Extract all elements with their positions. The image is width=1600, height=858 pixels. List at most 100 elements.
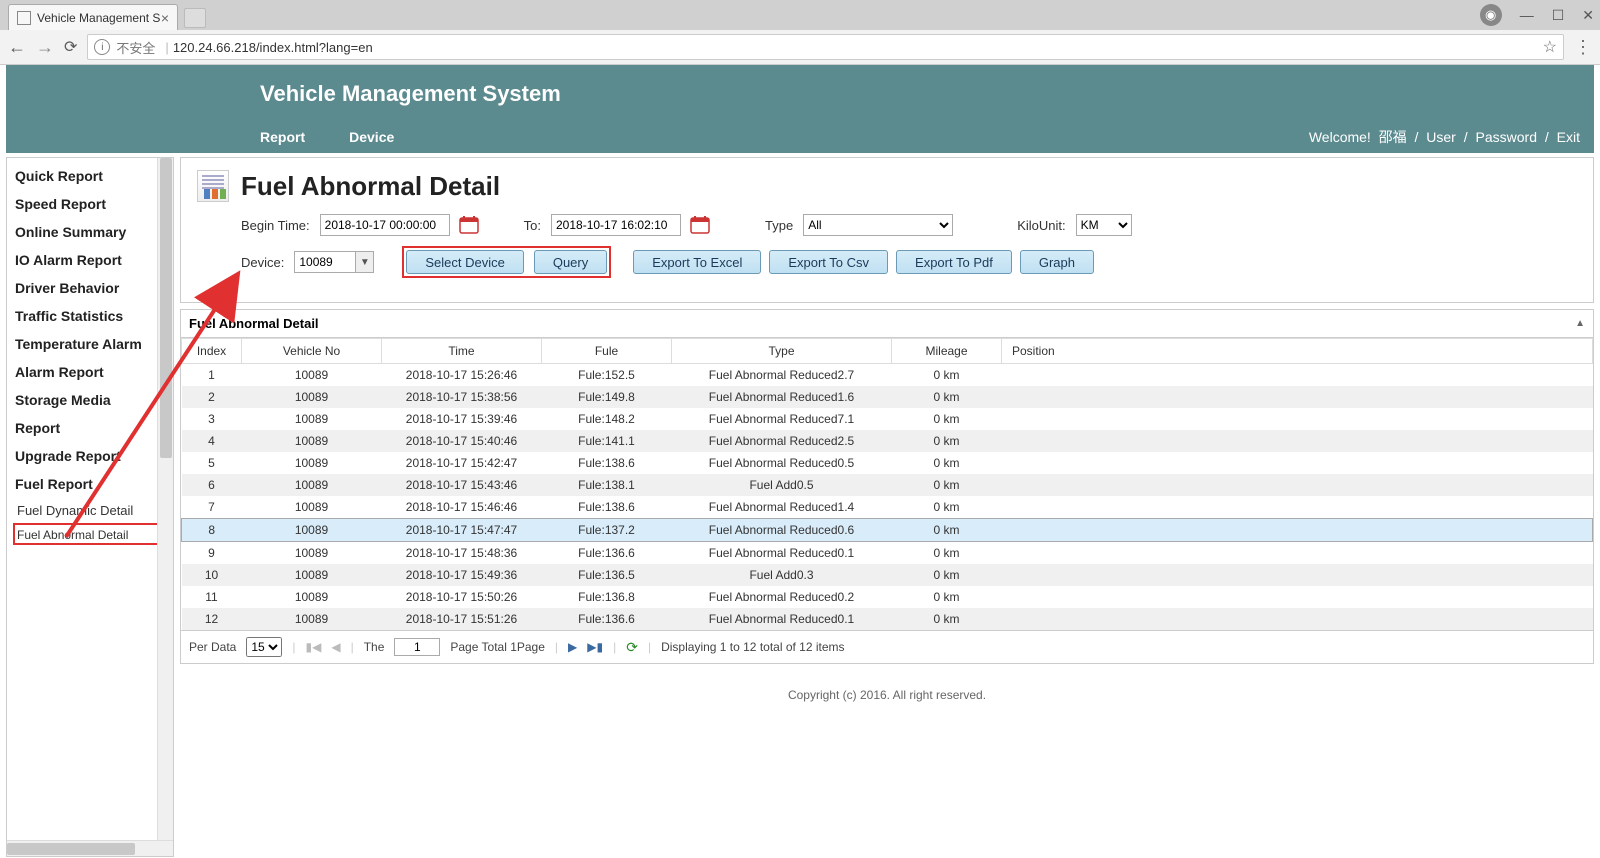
- sidebar-item-driver-behavior[interactable]: Driver Behavior: [13, 274, 173, 302]
- export-pdf-button[interactable]: Export To Pdf: [896, 250, 1012, 274]
- info-icon[interactable]: i: [94, 39, 110, 55]
- close-icon[interactable]: ×: [161, 10, 169, 26]
- next-page-icon[interactable]: ▶: [568, 640, 577, 654]
- table-row[interactable]: 7100892018-10-17 15:46:46Fule:138.6Fuel …: [182, 496, 1593, 519]
- sidebar-item-temperature-alarm[interactable]: Temperature Alarm: [13, 330, 173, 358]
- sidebar-item-traffic-statistics[interactable]: Traffic Statistics: [13, 302, 173, 330]
- table-row[interactable]: 9100892018-10-17 15:48:36Fule:136.6Fuel …: [182, 542, 1593, 565]
- query-button[interactable]: Query: [534, 250, 607, 274]
- sidebar-item-online-summary[interactable]: Online Summary: [13, 218, 173, 246]
- sidebar-sub-fuel-abnormal[interactable]: Fuel Abnormal Detail: [13, 523, 173, 545]
- sidebar-item-alarm-report[interactable]: Alarm Report: [13, 358, 173, 386]
- browser-tab[interactable]: Vehicle Management S ×: [8, 4, 178, 30]
- col-fule[interactable]: Fule: [542, 339, 672, 364]
- bookmark-icon[interactable]: ☆: [1543, 37, 1557, 57]
- menu-icon[interactable]: ⋮: [1574, 37, 1592, 58]
- col-mileage[interactable]: Mileage: [892, 339, 1002, 364]
- collapse-icon[interactable]: ▲: [1575, 318, 1585, 329]
- sidebar-item-park-report[interactable]: Park Report: [13, 545, 173, 557]
- page-input[interactable]: [394, 638, 440, 656]
- table-row[interactable]: 11100892018-10-17 15:50:26Fule:136.8Fuel…: [182, 586, 1593, 608]
- sidebar-item-report[interactable]: Report: [13, 414, 173, 442]
- refresh-icon[interactable]: ⟳: [626, 639, 638, 656]
- profile-icon[interactable]: ◉: [1480, 4, 1502, 26]
- table-row[interactable]: 2100892018-10-17 15:38:56Fule:149.8Fuel …: [182, 386, 1593, 408]
- reload-icon[interactable]: ⟳: [64, 37, 77, 57]
- calendar-icon[interactable]: [458, 214, 480, 236]
- minimize-icon[interactable]: —: [1520, 7, 1534, 23]
- sidebar-item-quick-report[interactable]: Quick Report: [13, 162, 173, 190]
- first-page-icon[interactable]: ▮◀: [305, 640, 321, 654]
- col-index[interactable]: Index: [182, 339, 242, 364]
- export-excel-button[interactable]: Export To Excel: [633, 250, 761, 274]
- sidebar-sub-fuel-dynamic[interactable]: Fuel Dynamic Detail: [13, 498, 173, 523]
- begin-time-label: Begin Time:: [241, 218, 310, 233]
- col-position[interactable]: Position: [1002, 339, 1593, 364]
- browser-chrome: Vehicle Management S × ◉ — ☐ ✕ ← → ⟳ i 不…: [0, 0, 1600, 65]
- kilounit-label: KiloUnit:: [1017, 218, 1065, 233]
- app-brand: Vehicle Management System: [260, 81, 561, 106]
- per-select[interactable]: 15: [246, 637, 282, 657]
- chevron-down-icon[interactable]: ▼: [355, 252, 373, 272]
- sidebar-item-storage-media[interactable]: Storage Media: [13, 386, 173, 414]
- window-controls: ◉ — ☐ ✕: [1480, 4, 1594, 26]
- highlighted-buttons: Select Device Query: [402, 246, 611, 278]
- link-password[interactable]: Password: [1476, 129, 1537, 145]
- sidebar-item-speed-report[interactable]: Speed Report: [13, 190, 173, 218]
- forward-icon[interactable]: →: [36, 37, 54, 58]
- table-row[interactable]: 12100892018-10-17 15:51:26Fule:136.6Fuel…: [182, 608, 1593, 630]
- tab-title: Vehicle Management S: [37, 11, 161, 25]
- report-icon: [197, 170, 229, 202]
- col-time[interactable]: Time: [382, 339, 542, 364]
- export-csv-button[interactable]: Export To Csv: [769, 250, 888, 274]
- url-text: 120.24.66.218/index.html?lang=en: [173, 40, 373, 55]
- select-device-button[interactable]: Select Device: [406, 250, 523, 274]
- col-vehicle[interactable]: Vehicle No: [242, 339, 382, 364]
- table-row[interactable]: 8100892018-10-17 15:47:47Fule:137.2Fuel …: [182, 519, 1593, 542]
- graph-button[interactable]: Graph: [1020, 250, 1094, 274]
- page-icon: [17, 11, 31, 25]
- to-time-input[interactable]: [551, 214, 681, 236]
- address-bar: ← → ⟳ i 不安全 | 120.24.66.218/index.html?l…: [0, 30, 1600, 64]
- close-window-icon[interactable]: ✕: [1582, 7, 1594, 24]
- begin-time-input[interactable]: [320, 214, 450, 236]
- device-input[interactable]: [295, 252, 355, 272]
- maximize-icon[interactable]: ☐: [1552, 7, 1565, 24]
- footer: Copyright (c) 2016. All right reserved.: [180, 664, 1594, 726]
- table-row[interactable]: 6100892018-10-17 15:43:46Fule:138.1Fuel …: [182, 474, 1593, 496]
- kilounit-select[interactable]: KM: [1076, 214, 1132, 236]
- nav-report[interactable]: Report: [260, 129, 305, 145]
- link-user[interactable]: User: [1426, 129, 1456, 145]
- new-tab-button[interactable]: [184, 8, 206, 28]
- sidebar-vscroll[interactable]: [157, 158, 173, 840]
- data-table: Index Vehicle No Time Fule Type Mileage …: [181, 338, 1593, 630]
- prev-page-icon[interactable]: ◀: [331, 640, 340, 654]
- sidebar: Quick Report Speed Report Online Summary…: [6, 157, 174, 857]
- app-header: Vehicle Management System Report Device …: [6, 65, 1594, 153]
- sidebar-item-io-alarm-report[interactable]: IO Alarm Report: [13, 246, 173, 274]
- back-icon[interactable]: ←: [8, 37, 26, 58]
- pager: Per Data 15 | ▮◀ ◀ | The Page Total 1Pag…: [181, 630, 1593, 663]
- device-label: Device:: [241, 255, 284, 270]
- last-page-icon[interactable]: ▶▮: [587, 640, 603, 654]
- page-title: Fuel Abnormal Detail: [241, 171, 500, 202]
- table-row[interactable]: 4100892018-10-17 15:40:46Fule:141.1Fuel …: [182, 430, 1593, 452]
- col-type[interactable]: Type: [672, 339, 892, 364]
- type-select[interactable]: All: [803, 214, 953, 236]
- pager-status: Displaying 1 to 12 total of 12 items: [661, 640, 844, 654]
- device-combo[interactable]: ▼: [294, 251, 374, 273]
- sidebar-item-upgrade-report[interactable]: Upgrade Report: [13, 442, 173, 470]
- table-row[interactable]: 5100892018-10-17 15:42:47Fule:138.6Fuel …: [182, 452, 1593, 474]
- calendar-icon[interactable]: [689, 214, 711, 236]
- panel-title: Fuel Abnormal Detail: [189, 316, 319, 331]
- url-input[interactable]: i 不安全 | 120.24.66.218/index.html?lang=en…: [87, 34, 1564, 60]
- table-row[interactable]: 1100892018-10-17 15:26:46Fule:152.5Fuel …: [182, 364, 1593, 387]
- table-row[interactable]: 3100892018-10-17 15:39:46Fule:148.2Fuel …: [182, 408, 1593, 430]
- table-row[interactable]: 10100892018-10-17 15:49:36Fule:136.5Fuel…: [182, 564, 1593, 586]
- sidebar-item-fuel-report[interactable]: Fuel Report: [13, 470, 173, 498]
- table-header-row: Index Vehicle No Time Fule Type Mileage …: [182, 339, 1593, 364]
- sidebar-hscroll[interactable]: [7, 840, 173, 856]
- main-content: Fuel Abnormal Detail Begin Time: To: Typ…: [180, 157, 1594, 857]
- nav-device[interactable]: Device: [349, 129, 394, 145]
- link-exit[interactable]: Exit: [1557, 129, 1580, 145]
